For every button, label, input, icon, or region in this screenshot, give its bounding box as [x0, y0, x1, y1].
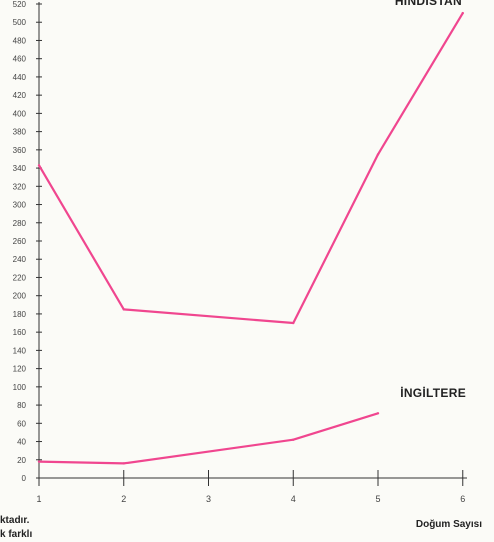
series-line-2	[38, 412, 379, 465]
y-tick-label: 280	[13, 219, 27, 228]
text-fragment-1: ktadır.	[0, 515, 30, 526]
y-tick-label: 40	[17, 438, 26, 447]
y-tick-label: 220	[13, 273, 27, 282]
y-tick-label: 500	[13, 18, 27, 27]
y-tick-label: 0	[22, 474, 27, 483]
series-1-point	[461, 11, 464, 15]
y-tick-label: 340	[13, 164, 27, 173]
series-1-point	[122, 308, 125, 311]
y-tick-label: 240	[13, 255, 27, 264]
y-tick-label: 180	[13, 310, 27, 319]
y-tick-label: 160	[13, 328, 27, 337]
y-tick-label: 80	[17, 401, 26, 410]
y-tick-label: 360	[13, 146, 27, 155]
series-2-point	[122, 462, 125, 465]
y-tick-label: 480	[13, 36, 27, 45]
y-tick-label: 400	[13, 109, 27, 118]
x-tick-label: 1	[36, 494, 41, 504]
y-axis: 0 20 40 60 80 100 120 140 160 180 200 220 240 260 280 3…	[13, 0, 42, 483]
y-tick-label: 60	[17, 419, 26, 428]
series-1-point	[376, 153, 380, 156]
x-tick-label: 4	[291, 494, 296, 504]
y-tick-label: 420	[13, 91, 27, 100]
series-2-point	[37, 460, 41, 463]
y-tick-label: 520	[13, 0, 27, 9]
series-1-point	[37, 164, 41, 167]
series-1-point	[292, 321, 295, 325]
y-tick-label: 140	[13, 346, 27, 355]
series-label-hindistan: HİNDİSTAN	[395, 0, 462, 8]
y-tick-label: 200	[13, 292, 27, 301]
y-tick-label: 380	[13, 128, 27, 137]
x-tick-label: 2	[121, 494, 126, 504]
x-tick-label: 5	[376, 494, 381, 504]
text-fragment-2: k farklı	[0, 529, 32, 540]
x-axis-title: Doğum Sayısı	[416, 519, 482, 530]
y-tick-label: 300	[13, 201, 27, 210]
x-axis: 1 2 3 4 5 6	[36, 470, 467, 504]
series-2-point	[376, 412, 380, 415]
y-tick-label: 320	[13, 182, 27, 191]
series-2-point	[292, 438, 295, 441]
series-label-ingiltere: İNGİLTERE	[400, 385, 466, 400]
x-tick-label: 3	[206, 494, 211, 504]
y-tick-label: 460	[13, 55, 27, 64]
y-tick-label: 100	[13, 383, 27, 392]
y-tick-label: 120	[13, 365, 27, 374]
x-tick-label: 6	[460, 494, 465, 504]
y-tick-label: 440	[13, 73, 27, 82]
series-lines	[37, 11, 464, 465]
series-line-1	[38, 12, 464, 325]
y-tick-label: 260	[13, 237, 27, 246]
y-tick-label: 20	[17, 456, 26, 465]
